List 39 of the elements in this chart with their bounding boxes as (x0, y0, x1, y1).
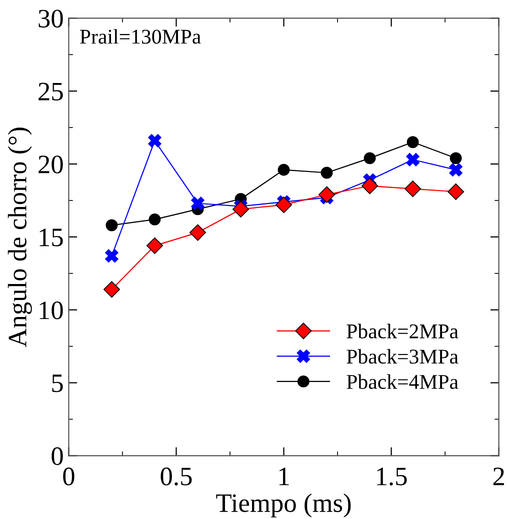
point (450, 152, 462, 164)
point (362, 178, 378, 194)
point (278, 164, 290, 176)
y-tick-label: 25 (38, 82, 63, 100)
y-axis-title: Angulo de chorro (°) (8, 128, 32, 348)
point (232, 200, 250, 218)
point (103, 281, 120, 298)
point (106, 219, 118, 232)
x-tick-label: 2 (493, 468, 504, 486)
y-tick-label: 5 (52, 374, 63, 392)
x-tick-label: 1.5 (377, 468, 407, 486)
point (364, 152, 376, 164)
x-tick-label: 0.5 (160, 468, 192, 486)
point (318, 186, 336, 203)
x-tick-label: 0 (63, 468, 74, 486)
x-tick-label: 1 (279, 468, 289, 486)
point (146, 237, 164, 254)
point (275, 196, 292, 214)
legend-label: Pback=4MPa (346, 374, 458, 389)
point (448, 183, 464, 200)
point (105, 249, 118, 263)
point (406, 136, 419, 148)
point (320, 166, 333, 179)
point (189, 224, 206, 241)
point (404, 180, 422, 198)
legend-label: Pback=3MPa (346, 349, 458, 364)
point (148, 134, 162, 148)
y-tick-label: 20 (38, 156, 63, 174)
y-tick-label: 0 (52, 447, 63, 466)
point (406, 152, 420, 166)
y-tick-label: 30 (38, 10, 63, 28)
annotation: Prail=130MPa (80, 29, 201, 44)
y-tick-label: 10 (40, 301, 63, 320)
point (449, 163, 462, 177)
legend-label: Pback=2MPa (346, 324, 458, 338)
point (148, 213, 161, 226)
x-axis-title: Tiempo (ms) (216, 494, 351, 518)
y-tick-label: 15 (40, 228, 63, 246)
point (191, 196, 204, 210)
